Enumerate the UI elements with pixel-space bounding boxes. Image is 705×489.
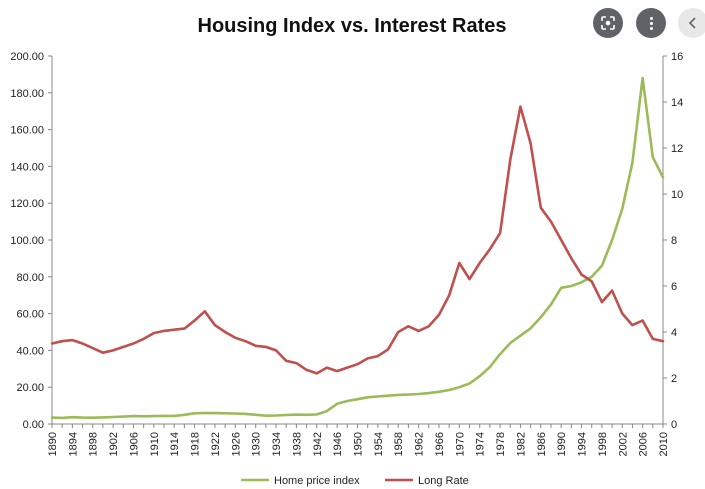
x-tick-label: 1910 <box>149 432 161 456</box>
lens-button[interactable] <box>593 8 623 38</box>
chart-title: Housing Index vs. Interest Rates <box>198 15 507 37</box>
x-tick-label: 1970 <box>454 432 466 456</box>
x-tick-label: 1954 <box>373 432 385 456</box>
lens-icon <box>601 16 615 30</box>
legend-label-home-price-index: Home price index <box>274 475 360 487</box>
right-tick-label: 4 <box>671 327 677 339</box>
x-tick-label: 1998 <box>597 432 609 456</box>
x-tick-label: 1946 <box>332 432 344 456</box>
left-axis-ticks: 0.00 20.00 40.00 60.00 80.00 100.00 120.00 140.… <box>10 51 52 431</box>
more-vert-icon <box>649 16 653 31</box>
right-tick-label: 12 <box>671 143 683 155</box>
left-tick-label: 20.00 <box>16 382 44 394</box>
series <box>50 76 665 420</box>
right-tick-label: 0 <box>671 419 677 431</box>
right-tick-label: 14 <box>671 97 683 109</box>
x-tick-label: 1982 <box>515 432 527 456</box>
x-tick-label: 2002 <box>617 432 629 456</box>
x-tick-label: 1990 <box>556 432 568 456</box>
x-tick-label: 1994 <box>577 432 589 456</box>
series-line-home-price-index <box>50 76 665 420</box>
x-tick-label: 1926 <box>230 432 242 456</box>
axes <box>51 56 664 425</box>
left-tick-label: 180.00 <box>10 88 44 100</box>
left-tick-label: 120.00 <box>10 198 44 210</box>
x-tick-label: 1942 <box>312 432 324 456</box>
left-tick-label: 140.00 <box>10 161 44 173</box>
left-tick-label: 80.00 <box>16 272 44 284</box>
back-button[interactable] <box>678 8 705 38</box>
left-tick-label: 160.00 <box>10 125 44 137</box>
series-line-long-rate <box>50 105 665 375</box>
right-tick-label: 6 <box>671 281 677 293</box>
right-tick-label: 2 <box>671 373 677 385</box>
x-tick-label: 2010 <box>658 432 670 456</box>
x-axis-ticks: 1890 1894 1898 1902 1906 1910 1914 1918 1922 1926… <box>47 424 670 456</box>
left-tick-label: 40.00 <box>16 345 44 357</box>
right-tick-label: 8 <box>671 235 677 247</box>
left-tick-label: 0.00 <box>23 419 44 431</box>
legend: Home price index Long Rate <box>241 475 469 487</box>
x-tick-label: 1934 <box>271 432 283 456</box>
x-tick-label: 1958 <box>393 432 405 456</box>
x-tick-label: 1922 <box>210 432 222 456</box>
x-tick-label: 1966 <box>434 432 446 456</box>
left-tick-label: 60.00 <box>16 309 44 321</box>
legend-label-long-rate: Long Rate <box>418 475 469 487</box>
x-tick-label: 1914 <box>169 432 181 456</box>
x-tick-label: 1902 <box>108 432 120 456</box>
x-tick-label: 2006 <box>638 432 650 456</box>
x-tick-label: 1950 <box>353 432 365 456</box>
x-tick-label: 1978 <box>495 432 507 456</box>
x-tick-label: 1938 <box>291 432 303 456</box>
x-tick-label: 1918 <box>190 432 202 456</box>
x-tick-label: 1906 <box>128 432 140 456</box>
x-tick-label: 1898 <box>88 432 100 456</box>
left-tick-label: 200.00 <box>10 51 44 63</box>
x-tick-label: 1930 <box>251 432 263 456</box>
x-tick-label: 1894 <box>67 432 79 456</box>
right-tick-label: 16 <box>671 51 683 63</box>
x-tick-label: 1986 <box>536 432 548 456</box>
x-tick-label: 1890 <box>47 432 59 456</box>
x-tick-label: 1974 <box>475 432 487 456</box>
right-tick-label: 10 <box>671 189 683 201</box>
more-options-button[interactable] <box>636 8 666 38</box>
left-tick-label: 100.00 <box>10 235 44 247</box>
right-axis-ticks: 0 2 4 6 8 10 12 14 16 <box>663 51 683 431</box>
x-tick-label: 1962 <box>414 432 426 456</box>
back-arrow-icon <box>688 17 696 29</box>
